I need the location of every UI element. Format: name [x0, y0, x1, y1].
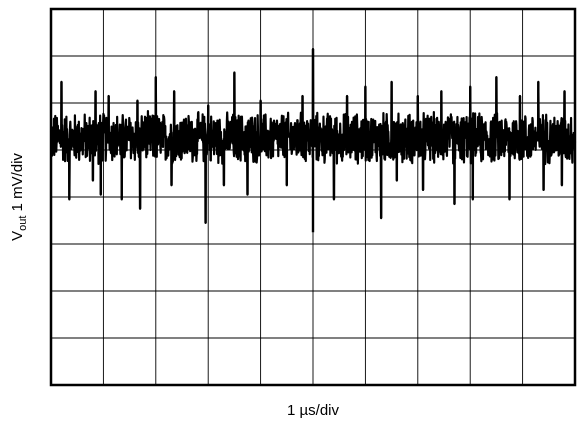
y-axis-label-scale: 1 mV/div: [9, 153, 26, 216]
y-axis-label: Vout 1 mV/div: [9, 153, 29, 241]
y-axis-label-symbol: V: [9, 231, 26, 241]
plot-frame: [49, 7, 577, 387]
y-axis-label-subscript: out: [17, 216, 29, 231]
trace-layer: [49, 47, 577, 233]
x-axis-label: 1 µs/div: [287, 402, 339, 419]
